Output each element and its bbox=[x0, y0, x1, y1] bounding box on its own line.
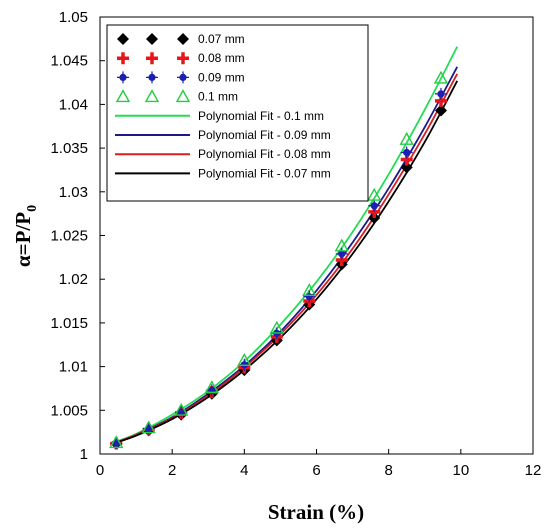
legend-entry: Polynomial Fit - 0.09 mm bbox=[115, 128, 331, 142]
x-tick-label: 2 bbox=[168, 462, 176, 479]
fit-line bbox=[110, 46, 459, 445]
legend-label: 0.08 mm bbox=[198, 51, 245, 65]
x-tick-label: 4 bbox=[240, 462, 248, 479]
x-tick-label: 8 bbox=[384, 462, 392, 479]
x-tick-label: 10 bbox=[452, 462, 469, 479]
legend-marker bbox=[146, 71, 158, 84]
legend-label: 0.1 mm bbox=[198, 90, 238, 104]
marker-series bbox=[110, 87, 447, 450]
y-axis-title: α=P/P0 bbox=[11, 205, 40, 267]
data-point bbox=[173, 402, 189, 416]
y-tick-label: 1.03 bbox=[59, 184, 88, 201]
marker-series bbox=[109, 70, 449, 449]
legend-label: 0.07 mm bbox=[198, 32, 245, 46]
data-point bbox=[237, 353, 252, 366]
data-point bbox=[434, 104, 447, 117]
y-tick-label: 1.025 bbox=[50, 228, 88, 245]
legend-marker bbox=[177, 33, 189, 45]
legend-marker bbox=[117, 52, 129, 65]
y-tick-label: 1.035 bbox=[50, 140, 88, 157]
data-point bbox=[204, 380, 220, 394]
data-point bbox=[399, 131, 414, 145]
data-point bbox=[400, 146, 413, 159]
legend-entry: 0.08 mm bbox=[117, 51, 245, 65]
data-point bbox=[269, 320, 284, 334]
y-tick-label: 1.015 bbox=[50, 315, 88, 332]
legend-entry: Polynomial Fit - 0.08 mm bbox=[115, 147, 331, 161]
legend-label: Polynomial Fit - 0.08 mm bbox=[198, 147, 331, 161]
data-point bbox=[367, 187, 382, 201]
x-tick-label: 12 bbox=[525, 462, 542, 479]
legend-entries: 0.07 mm 0.08 mm 0.09 mm 0.1 mm Polynomial Fi… bbox=[115, 32, 331, 180]
y-tick-label: 1.04 bbox=[59, 96, 88, 113]
legend-entry: 0.1 mm bbox=[115, 89, 238, 104]
x-axis-ticks: 0 2 4 6 8 10 12 bbox=[96, 449, 542, 479]
legend-label: 0.09 mm bbox=[198, 70, 245, 84]
y-axis-title-subscript: 0 bbox=[25, 205, 40, 212]
legend-label: Polynomial Fit - 0.07 mm bbox=[198, 166, 331, 180]
x-tick-label: 6 bbox=[312, 462, 320, 479]
legend-marker bbox=[115, 89, 131, 103]
y-axis-ticks: 1 1.005 1.01 1.015 1.02 1.025 1.03 1.035 1.04 1.0… bbox=[50, 9, 105, 463]
legend-marker bbox=[117, 33, 129, 45]
data-point bbox=[334, 238, 349, 252]
data-point bbox=[109, 435, 124, 449]
legend-label: Polynomial Fit - 0.1 mm bbox=[198, 109, 324, 123]
legend-marker bbox=[177, 71, 189, 84]
y-tick-label: 1.02 bbox=[59, 271, 88, 288]
legend-entry: 0.07 mm bbox=[117, 32, 245, 46]
legend-marker bbox=[144, 89, 160, 103]
data-point bbox=[400, 161, 413, 174]
y-tick-label: 1.01 bbox=[59, 359, 88, 376]
legend-marker bbox=[146, 33, 158, 45]
data-point bbox=[434, 87, 447, 100]
data-point bbox=[433, 70, 449, 84]
legend-marker bbox=[117, 71, 129, 84]
legend-marker bbox=[146, 52, 158, 65]
x-tick-label: 0 bbox=[96, 462, 104, 479]
legend-marker bbox=[177, 52, 189, 65]
legend-entry: Polynomial Fit - 0.1 mm bbox=[115, 109, 324, 123]
series-layer bbox=[109, 46, 459, 450]
y-tick-label: 1 bbox=[80, 446, 88, 463]
y-axis-title-main: α=P/P bbox=[11, 212, 35, 267]
y-tick-label: 1.005 bbox=[50, 402, 88, 419]
data-point bbox=[302, 283, 317, 297]
legend-marker bbox=[175, 89, 191, 103]
data-point bbox=[368, 199, 381, 212]
legend-entry: Polynomial Fit - 0.07 mm bbox=[115, 166, 331, 180]
legend-label: Polynomial Fit - 0.09 mm bbox=[198, 128, 331, 142]
data-point bbox=[141, 420, 156, 434]
data-point bbox=[368, 212, 381, 225]
legend: 0.07 mm 0.08 mm 0.09 mm 0.1 mm Polynomial Fi… bbox=[106, 24, 369, 202]
data-point bbox=[335, 247, 348, 260]
y-tick-label: 1.045 bbox=[50, 53, 88, 70]
x-axis-title: Strain (%) bbox=[268, 500, 364, 524]
legend-entry: 0.09 mm bbox=[117, 70, 245, 84]
y-tick-label: 1.05 bbox=[59, 9, 88, 26]
